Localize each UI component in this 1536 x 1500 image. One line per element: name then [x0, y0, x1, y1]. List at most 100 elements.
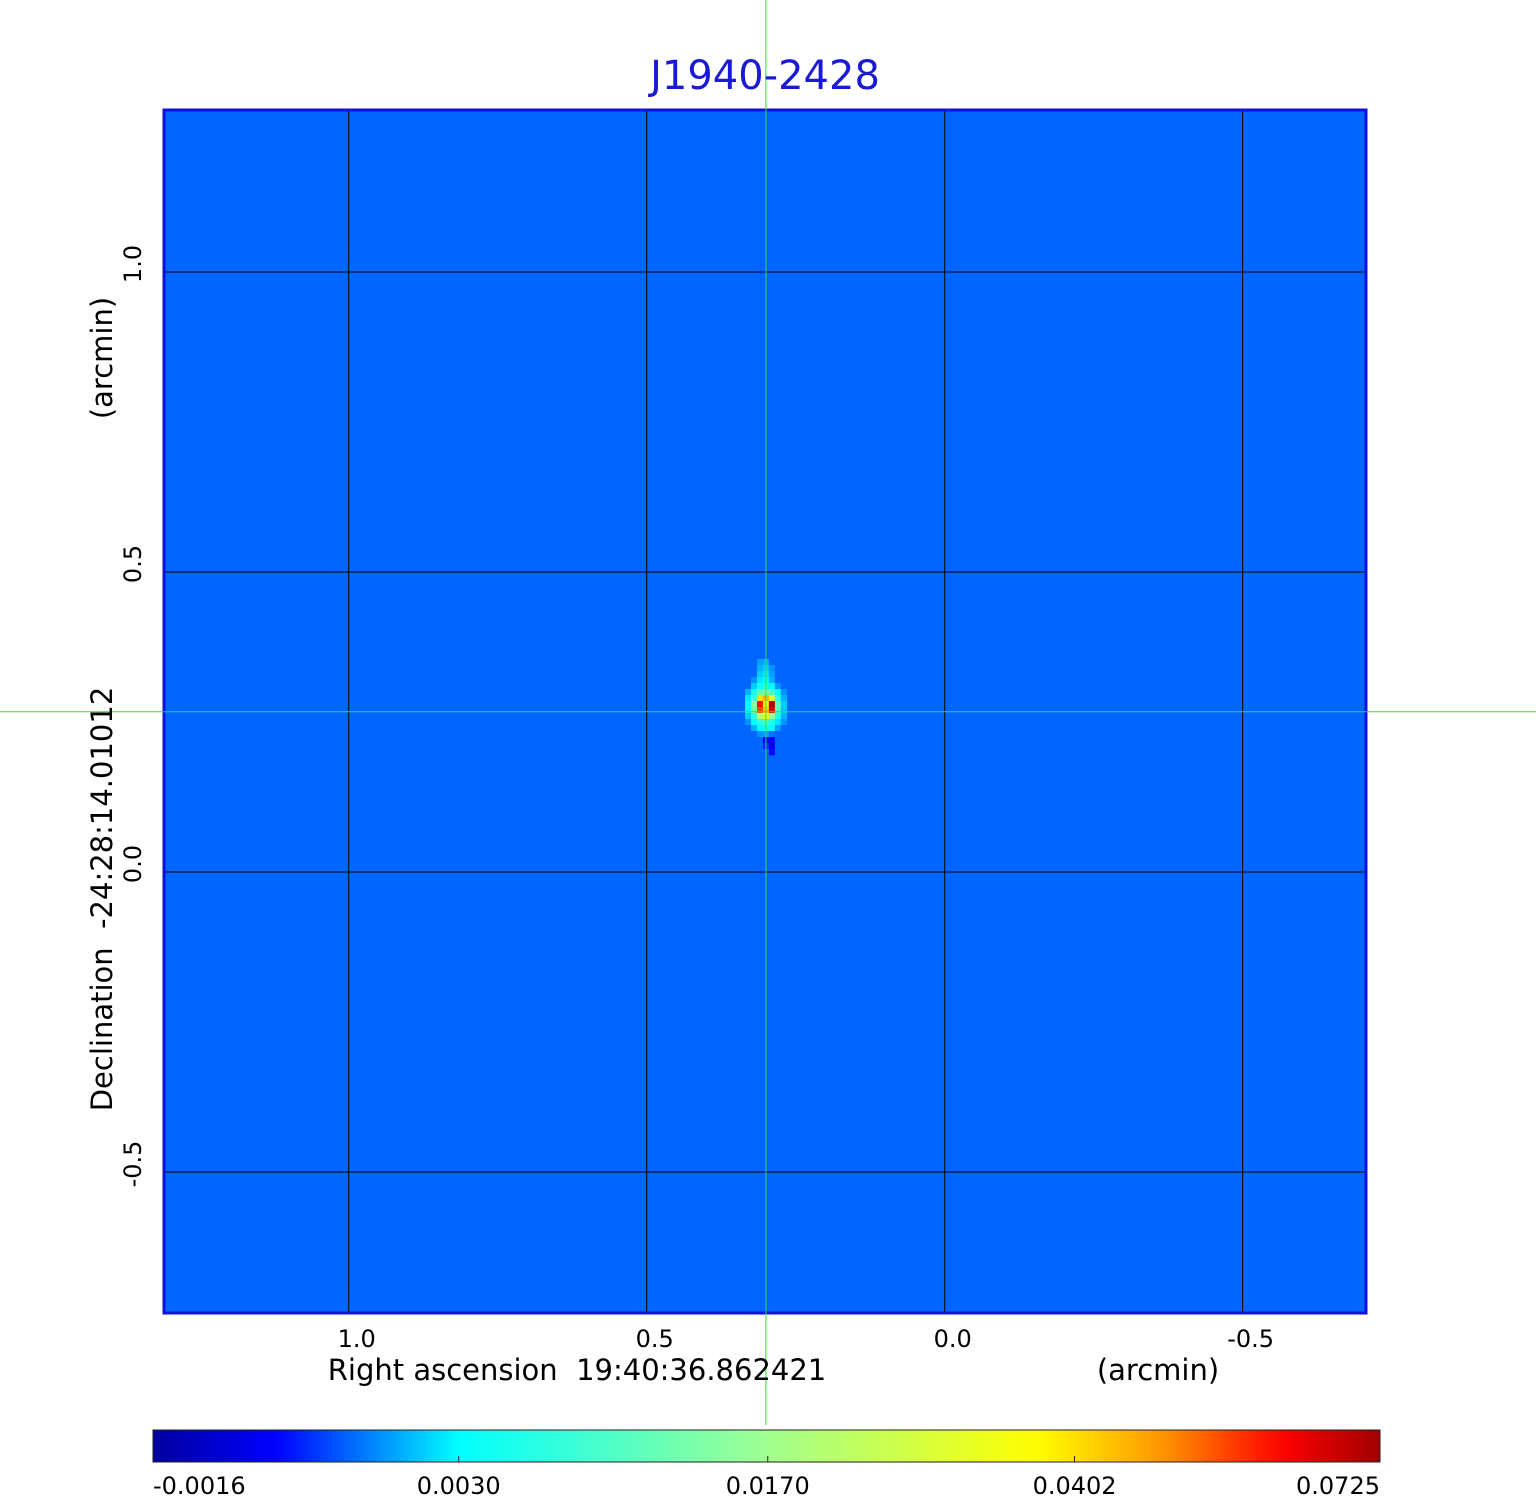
image-pixel: [774, 707, 782, 714]
image-pixel: [780, 743, 788, 750]
image-pixel: [780, 671, 788, 678]
image-pixel: [750, 665, 758, 672]
colorbar-tick-label: 0.0402: [1033, 1472, 1117, 1500]
image-pixel: [780, 665, 788, 672]
y-tick-label: 1.0: [119, 245, 147, 283]
image-pixel: [768, 677, 776, 684]
image-pixel: [750, 701, 758, 708]
image-pixel: [768, 659, 776, 666]
image-pixel: [780, 731, 788, 738]
image-pixel: [768, 665, 776, 672]
image-pixel: [774, 701, 782, 708]
image-pixel: [756, 731, 764, 738]
image-pixel: [745, 737, 752, 744]
image-pixel: [774, 731, 782, 738]
image-pixel: [750, 737, 758, 744]
image-pixel: [774, 677, 782, 684]
image-pixel: [768, 683, 776, 690]
image-pixel: [750, 695, 758, 702]
image-pixel: [756, 737, 764, 744]
image-pixel: [780, 749, 788, 756]
image-pixel: [745, 659, 752, 666]
image-pixel: [756, 659, 764, 666]
image-pixel: [774, 725, 782, 732]
colorbar-tick-label: 0.0170: [726, 1472, 810, 1500]
image-pixel: [745, 671, 752, 678]
image-pixel: [780, 707, 788, 714]
image-pixel: [780, 683, 788, 690]
image-pixel: [756, 689, 764, 696]
image-pixel: [756, 725, 764, 732]
image-pixel: [745, 695, 752, 702]
image-pixel: [780, 677, 788, 684]
colorbar-tick-label: 0.0725: [1296, 1472, 1380, 1500]
image-pixel: [745, 689, 752, 696]
image-pixel: [774, 695, 782, 702]
image-pixel: [774, 665, 782, 672]
image-pixel: [750, 743, 758, 750]
image-pixel: [768, 707, 776, 714]
image-pixel: [768, 731, 776, 738]
colorbar: [152, 1429, 1381, 1463]
image-pixel: [774, 683, 782, 690]
image-pixel: [750, 731, 758, 738]
image-pixel: [756, 749, 764, 756]
y-tick-label: 0.0: [119, 845, 147, 883]
image-pixel: [774, 743, 782, 750]
image-pixel: [768, 749, 776, 756]
x-axis-unit: (arcmin): [1097, 1353, 1219, 1387]
image-pixel: [774, 719, 782, 726]
image-pixel: [780, 725, 788, 732]
image-pixel: [756, 701, 764, 708]
image-pixel: [745, 707, 752, 714]
image-pixel: [768, 743, 776, 750]
image-pixel: [780, 659, 788, 666]
y-axis-unit: (arcmin): [85, 297, 119, 419]
y-axis-label: Declination -24:28:14.01012: [85, 687, 119, 1112]
chart-title: J1940-2428: [647, 53, 880, 99]
image-pixel: [745, 677, 752, 684]
image-pixel: [768, 671, 776, 678]
image-pixel: [756, 713, 764, 720]
image-pixel: [768, 725, 776, 732]
image-pixel: [756, 683, 764, 690]
image-pixel: [750, 659, 758, 666]
colorbar-tick-label: 0.0030: [417, 1472, 501, 1500]
image-pixel: [745, 731, 752, 738]
image-pixel: [745, 713, 752, 720]
image-pixel: [768, 689, 776, 696]
image-pixel: [780, 737, 788, 744]
image-pixel: [750, 725, 758, 732]
image-pixel: [745, 683, 752, 690]
image-pixel: [745, 665, 752, 672]
image-pixel: [774, 713, 782, 720]
image-pixel: [780, 701, 788, 708]
image-pixel: [745, 749, 752, 756]
image-pixel: [750, 713, 758, 720]
y-tick-label: 0.5: [119, 545, 147, 583]
x-tick-label: 0.5: [636, 1325, 674, 1353]
image-pixel: [780, 719, 788, 726]
overlay: [0, 0, 1536, 1425]
image-pixel: [780, 689, 788, 696]
image-pixel: [750, 707, 758, 714]
image-pixel: [745, 743, 752, 750]
image-pixel: [756, 677, 764, 684]
y-tick-label: -0.5: [119, 1141, 147, 1188]
x-tick-label: 1.0: [338, 1325, 376, 1353]
image-pixel: [780, 695, 788, 702]
image-pixel: [750, 719, 758, 726]
image-pixel: [750, 671, 758, 678]
image-pixel: [750, 689, 758, 696]
image-pixel: [768, 737, 776, 744]
image-pixel: [768, 701, 776, 708]
image-pixel: [745, 719, 752, 726]
x-axis-label: Right ascension 19:40:36.862421: [328, 1353, 827, 1387]
image-pixel: [774, 749, 782, 756]
image-pixel: [780, 713, 788, 720]
image-pixel: [768, 719, 776, 726]
image-pixel: [756, 719, 764, 726]
image-pixel: [774, 671, 782, 678]
